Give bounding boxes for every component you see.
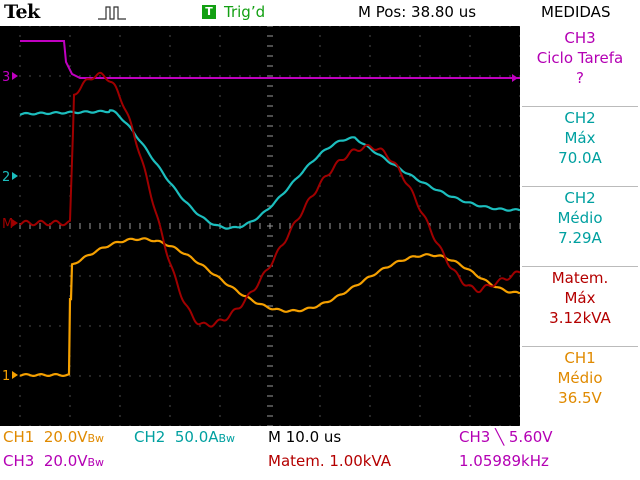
measurements-menu-title: MEDIDAS — [541, 3, 611, 21]
ch3-scale: 20.0V — [43, 452, 88, 470]
measurement-ch2-mean[interactable]: CH2 Médio 7.29A — [520, 188, 640, 265]
math-scale: Matem. 1.00kVA — [268, 452, 392, 470]
divider — [522, 106, 638, 107]
ch1-ground-marker-arrow — [12, 371, 18, 379]
math-trace — [19, 71, 521, 328]
brand-logo: Tek — [4, 1, 40, 23]
measurement-source: CH3 — [564, 29, 596, 47]
trigger-status-icon: T — [202, 5, 216, 19]
trigger-level: 5.60V — [508, 428, 553, 446]
ch2-bandwidth-limit: Bw — [218, 432, 236, 445]
measurement-source: CH2 — [564, 189, 596, 207]
measurement-value: 7.29A — [558, 229, 602, 247]
waveform-traces — [19, 40, 521, 378]
ch1-scale: 20.0V — [43, 428, 88, 446]
ch2-label: CH2 — [134, 428, 166, 446]
trigger-state: Trig’d — [224, 3, 266, 21]
trigger-status: CH3 ╲ 5.60V — [459, 428, 553, 446]
ch1-trace — [19, 237, 521, 378]
ch1-ground-marker: 1 — [2, 369, 10, 384]
measurement-source: CH1 — [564, 349, 596, 367]
channel-markers: 3 2 M 1 — [2, 26, 518, 384]
ch2-ground-marker: 2 — [2, 170, 10, 185]
ch3-bandwidth-limit: Bw — [87, 456, 105, 469]
divider — [522, 346, 638, 347]
measurement-ch3-duty-cycle[interactable]: CH3 Ciclo Tarefa ? — [520, 28, 640, 105]
measurement-math-max[interactable]: Matem. Máx 3.12kVA — [520, 268, 640, 345]
measurement-value: ? — [576, 69, 584, 87]
measurement-value: 3.12kVA — [549, 309, 611, 327]
measurement-name: Médio — [557, 369, 603, 387]
ch3-label: CH3 — [3, 452, 35, 470]
ch1-bandwidth-limit: Bw — [87, 432, 105, 445]
ch3-ground-marker-arrow — [12, 72, 18, 80]
ch1-label: CH1 — [3, 428, 35, 446]
trigger-frequency: 1.05989kHz — [459, 452, 549, 470]
ch3-status: CH3 20.0VBw — [3, 452, 104, 470]
ch2-trace — [19, 109, 521, 230]
acquisition-pulse-icon — [98, 6, 126, 20]
measurement-name: Médio — [557, 209, 603, 227]
measurement-source: Matem. — [551, 269, 609, 287]
measurement-name: Ciclo Tarefa — [536, 49, 624, 67]
ch3-ground-marker: 3 — [2, 70, 10, 85]
falling-edge-icon: ╲ — [495, 428, 505, 446]
ch2-ground-marker-arrow — [12, 172, 18, 180]
measurements-panel: CH3 Ciclo Tarefa ? CH2 Máx 70.0A CH2 Méd… — [520, 26, 640, 426]
trigger-level-icon — [512, 74, 518, 82]
math-ground-marker-arrow — [12, 219, 18, 227]
timebase: M 10.0 us — [268, 428, 342, 446]
measurement-name: Máx — [564, 289, 596, 307]
status-bar: CH1 20.0VBw CH2 50.0ABw M 10.0 us CH3 ╲ … — [0, 426, 640, 480]
divider — [522, 186, 638, 187]
header-bar: Tek T Trig’d M Pos: 38.80 us MEDIDAS — [0, 0, 640, 26]
measurement-source: CH2 — [564, 109, 596, 127]
measurement-name: Máx — [564, 129, 596, 147]
math-ground-marker: M — [2, 217, 13, 232]
horizontal-position: M Pos: 38.80 us — [358, 3, 477, 21]
ch1-status: CH1 20.0VBw — [3, 428, 104, 446]
trigger-source: CH3 — [459, 428, 491, 446]
ch2-scale: 50.0A — [174, 428, 219, 446]
ch2-status: CH2 50.0ABw — [134, 428, 235, 446]
measurement-ch1-mean[interactable]: CH1 Médio 36.5V — [520, 348, 640, 425]
divider — [522, 266, 638, 267]
ch3-trace — [20, 40, 520, 79]
measurement-value: 36.5V — [558, 389, 602, 407]
measurement-value: 70.0A — [558, 149, 602, 167]
measurement-ch2-max[interactable]: CH2 Máx 70.0A — [520, 108, 640, 185]
